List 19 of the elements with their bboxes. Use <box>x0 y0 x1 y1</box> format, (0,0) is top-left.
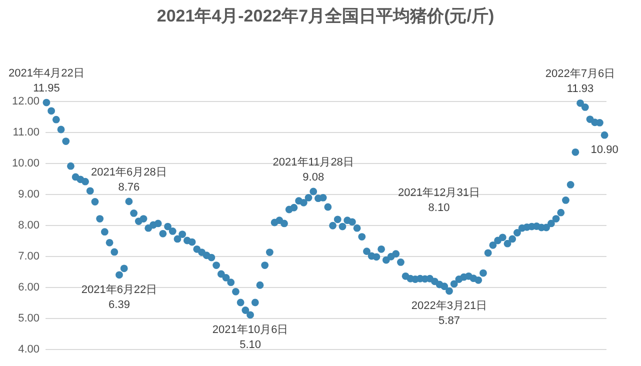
y-tick-label: 8.00 <box>18 220 40 232</box>
annotation: 2021年12月31日 8.10 <box>398 187 480 214</box>
chart-title: 2021年4月-2022年7月全国日平均猪价(元/斤) <box>156 6 494 26</box>
y-tick-label: 12.00 <box>12 96 40 108</box>
annotation: 2021年10月6日 5.10 <box>212 324 288 351</box>
annotation: 10.90 <box>590 144 618 156</box>
annotation: 2021年11月28日 9.08 <box>272 156 354 184</box>
y-tick-label: 9.00 <box>18 188 40 200</box>
annotation: 2021年6月28日 8.76 <box>91 166 167 194</box>
y-tick-label: 10.00 <box>12 158 40 170</box>
annotation: 2021年4月22日 11.95 <box>8 68 84 95</box>
annotation: 2022年7月6日 11.93 <box>545 68 616 96</box>
y-tick-label: 7.00 <box>18 250 40 262</box>
y-tick-label: 4.00 <box>18 344 40 356</box>
y-tick-label: 5.00 <box>18 312 40 324</box>
annotation: 2022年3月21日 5.87 <box>411 300 488 328</box>
annotation: 2021年6月22日 6.39 <box>81 284 158 311</box>
y-tick-label: 11.00 <box>12 126 40 138</box>
y-tick-label: 6.00 <box>18 282 40 294</box>
